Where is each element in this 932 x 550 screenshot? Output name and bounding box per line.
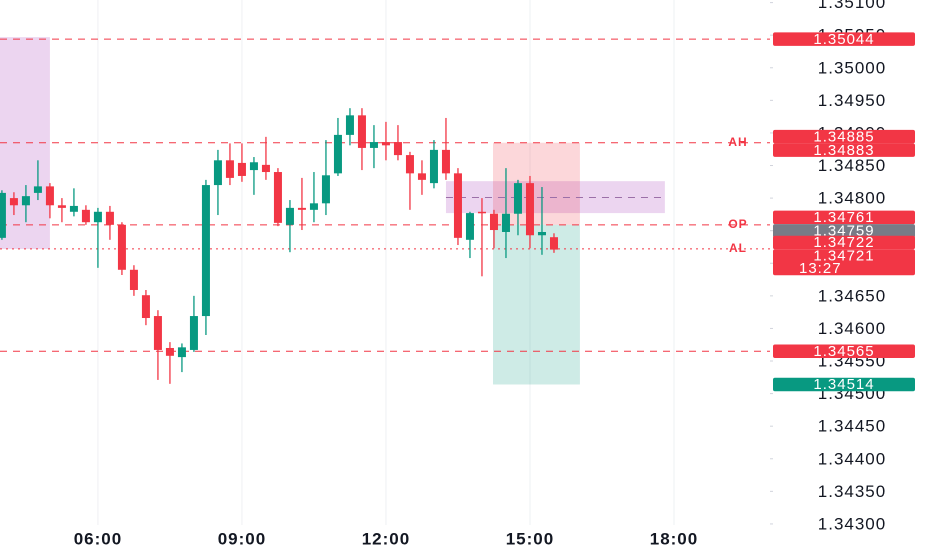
price-label: 1.34722 [813, 234, 874, 251]
candle-body [357, 115, 366, 148]
candle-body [249, 162, 258, 171]
candle-body [81, 209, 90, 223]
countdown: 13:27 [799, 260, 842, 277]
candle-body [309, 203, 318, 210]
x-tick-label: 18:00 [650, 529, 698, 548]
candle-body [489, 213, 498, 231]
price-labels: 1.350441.348851.348831.347611.347591.347… [773, 31, 915, 393]
price-label-box [773, 377, 915, 392]
candle-body [477, 211, 486, 214]
zone [493, 142, 580, 225]
candle-body [9, 198, 18, 206]
candle-body [165, 347, 174, 356]
candle-body [441, 149, 450, 174]
candle-body [117, 224, 126, 270]
zones [0, 37, 665, 385]
candle-body [0, 192, 6, 238]
candle-body [21, 196, 30, 206]
y-tick-label: 1.34350 [818, 482, 886, 501]
candle-body [57, 205, 66, 208]
y-tick-label: 1.34400 [818, 449, 886, 468]
candle-body [393, 142, 402, 156]
x-tick-label: 09:00 [218, 529, 266, 548]
price-label: 1.34883 [813, 142, 874, 159]
level-marker: AL [729, 241, 747, 255]
price-label-box [773, 249, 915, 276]
candle-body [417, 173, 426, 180]
candle-body [33, 186, 42, 193]
candle-body [537, 231, 546, 236]
price-label-box [773, 210, 915, 225]
candle-body [453, 173, 462, 238]
level-marker: OP [728, 217, 747, 231]
zone [493, 224, 580, 385]
candle-body [129, 269, 138, 290]
price-label-box [773, 235, 915, 250]
candle-body [237, 162, 246, 176]
candle-body [189, 316, 198, 350]
candle-body [285, 207, 294, 225]
y-tick-label: 1.34950 [818, 91, 886, 110]
candle-body [297, 207, 306, 210]
price-label: 1.35044 [813, 31, 874, 48]
candle-body [153, 316, 162, 350]
x-tick-label: 06:00 [74, 529, 122, 548]
candle-body [177, 347, 186, 358]
price-label: 1.34721 [813, 248, 874, 265]
candle-body [225, 160, 234, 178]
candle-body [69, 205, 78, 212]
candle-body [93, 211, 102, 223]
candle-body [273, 172, 282, 223]
candle-body [345, 115, 354, 135]
candle-body [213, 160, 222, 186]
price-label-box [773, 224, 915, 238]
candle-body [45, 186, 54, 206]
candle-body [333, 134, 342, 174]
candle-body [105, 211, 114, 225]
candle-body [141, 295, 150, 319]
x-tick-label: 12:00 [362, 529, 410, 548]
candle-body [525, 183, 534, 236]
candle-body [513, 183, 522, 214]
y-tick-label: 1.34800 [818, 189, 886, 208]
candle-body [201, 185, 210, 317]
y-tick-label: 1.34600 [818, 319, 886, 338]
candle-body [381, 142, 390, 146]
candle-body [369, 142, 378, 148]
price-label: 1.34761 [813, 209, 874, 226]
level-marker: AH [728, 135, 747, 149]
candle-body [465, 213, 474, 240]
candle-body [321, 175, 330, 204]
price-label-box [773, 32, 915, 46]
x-tick-label: 15:00 [506, 529, 554, 548]
y-tick-label: 1.34650 [818, 286, 886, 305]
y-tick-label: 1.34850 [818, 156, 886, 175]
candle-body [405, 155, 414, 174]
y-tick-label: 1.34300 [818, 514, 886, 533]
candle-body [261, 164, 270, 173]
price-label: 1.34565 [813, 343, 874, 360]
candle-body [549, 237, 558, 250]
price-label-box [773, 344, 915, 358]
candle-body [429, 149, 438, 184]
price-label-box [773, 143, 915, 157]
price-label: 1.34759 [813, 223, 874, 240]
price-label: 1.34514 [813, 376, 874, 393]
price-label: 1.34885 [813, 128, 874, 145]
candles [0, 108, 558, 384]
price-label-box [773, 129, 915, 144]
candle-body [501, 213, 510, 232]
y-tick-label: 1.35000 [818, 58, 886, 77]
y-tick-label: 1.34450 [818, 417, 886, 436]
grid [97, 0, 675, 525]
y-tick-label: 1.35100 [818, 0, 886, 12]
levels: AH OP AL [0, 38, 770, 352]
